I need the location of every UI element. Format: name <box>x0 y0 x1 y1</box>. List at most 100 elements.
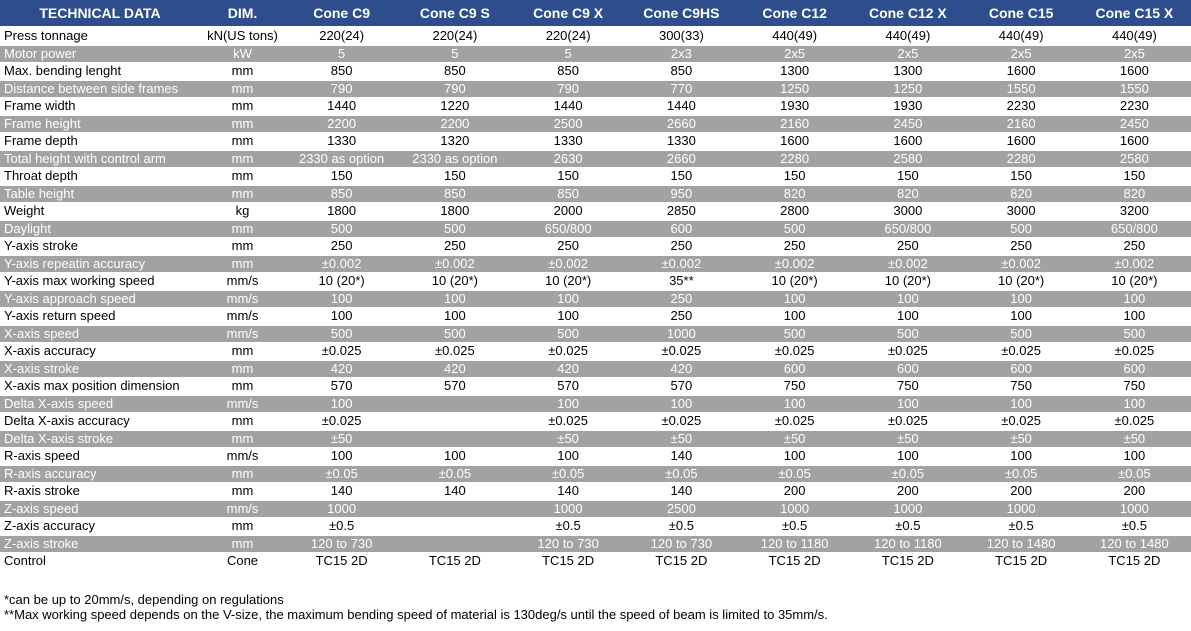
value-cell: 600 <box>1077 360 1191 378</box>
value-cell: 120 to 1180 <box>851 535 965 553</box>
footnotes: *can be up to 20mm/s, depending on regul… <box>4 592 1191 623</box>
value-cell: 1550 <box>1077 80 1191 98</box>
row-label: X-axis speed <box>0 325 200 343</box>
value-cell: 1300 <box>738 62 852 81</box>
value-cell: 570 <box>624 377 738 396</box>
value-cell: 2230 <box>1077 97 1191 116</box>
value-cell: 140 <box>285 482 399 501</box>
value-cell: 100 <box>851 447 965 466</box>
value-cell: 790 <box>285 80 399 98</box>
value-cell: 120 to 1480 <box>964 535 1078 553</box>
value-cell: ±0.025 <box>511 342 625 361</box>
value-cell: 600 <box>738 360 852 378</box>
table-row: Frame height mm 2200 2200 2500 2660 2160 2450 21… <box>0 115 1191 133</box>
dim-cell: mm <box>200 132 285 151</box>
value-cell: 500 <box>285 325 399 343</box>
value-cell: 100 <box>511 395 625 413</box>
table-row: Distance between side frames mm 790 790 790 7… <box>0 80 1191 98</box>
value-cell <box>398 412 512 431</box>
value-cell: 500 <box>398 325 512 343</box>
value-cell: ±0.002 <box>624 255 738 273</box>
value-cell: TC15 2D <box>738 552 852 571</box>
row-label: X-axis max position dimension <box>0 377 200 396</box>
row-label: Z-axis accuracy <box>0 517 200 536</box>
value-cell: 3000 <box>851 202 965 221</box>
dim-cell: mm/s <box>200 325 285 343</box>
value-cell: 2330 as option <box>285 150 399 168</box>
dim-cell: mm <box>200 185 285 203</box>
value-cell: TC15 2D <box>398 552 512 571</box>
value-cell: 500 <box>511 325 625 343</box>
value-cell: 250 <box>398 237 512 256</box>
row-label: Frame width <box>0 97 200 116</box>
value-cell: ±0.5 <box>511 517 625 536</box>
value-cell: ±0.05 <box>624 465 738 483</box>
column-header-4: Cone C9 X <box>511 0 625 28</box>
value-cell: ±50 <box>511 430 625 448</box>
value-cell: 600 <box>964 360 1078 378</box>
table-row: X-axis accuracy mm ±0.025 ±0.025 ±0.025 ±0.02… <box>0 342 1191 361</box>
column-header-8: Cone C15 <box>964 0 1078 28</box>
value-cell: 650/800 <box>511 220 625 238</box>
dim-cell: mm <box>200 115 285 133</box>
value-cell: 600 <box>624 220 738 238</box>
table-row: Weight kg 1800 1800 2000 2850 2800 3000 3000 3200 <box>0 202 1191 221</box>
table-row: Delta X-axis stroke mm ±50 ±50 ±50 ±50 ±50 ±50 ±… <box>0 430 1191 448</box>
value-cell <box>398 430 512 448</box>
value-cell: 150 <box>398 167 512 186</box>
value-cell: 1000 <box>285 500 399 518</box>
value-cell: ±0.025 <box>738 342 852 361</box>
value-cell: ±0.025 <box>285 412 399 431</box>
dim-cell: mm <box>200 430 285 448</box>
value-cell: ±0.05 <box>285 465 399 483</box>
value-cell: 10 (20*) <box>738 272 852 291</box>
value-cell: 1930 <box>851 97 965 116</box>
value-cell: 850 <box>511 185 625 203</box>
value-cell: 420 <box>398 360 512 378</box>
table-row: X-axis max position dimension mm 570 570 570… <box>0 377 1191 396</box>
dim-cell: mm/s <box>200 272 285 291</box>
value-cell: 120 to 1180 <box>738 535 852 553</box>
value-cell: ±0.025 <box>624 412 738 431</box>
value-cell: 440(49) <box>1077 27 1191 46</box>
dim-cell: mm/s <box>200 290 285 308</box>
value-cell: ±0.025 <box>1077 342 1191 361</box>
value-cell: 140 <box>511 482 625 501</box>
value-cell: ±50 <box>851 430 965 448</box>
value-cell: 100 <box>285 395 399 413</box>
dim-cell: kW <box>200 45 285 63</box>
value-cell: 500 <box>964 220 1078 238</box>
value-cell: ±0.002 <box>738 255 852 273</box>
value-cell: 2660 <box>624 115 738 133</box>
value-cell: 100 <box>398 307 512 326</box>
value-cell: 100 <box>398 290 512 308</box>
value-cell: TC15 2D <box>1077 552 1191 571</box>
row-label: Press tonnage <box>0 27 200 46</box>
value-cell: 600 <box>851 360 965 378</box>
value-cell: 420 <box>511 360 625 378</box>
table-row: Table height mm 850 850 850 950 820 820 820 820 <box>0 185 1191 203</box>
table-row: Throat depth mm 150 150 150 150 150 150 150 150 <box>0 167 1191 186</box>
value-cell: TC15 2D <box>285 552 399 571</box>
value-cell: 1250 <box>851 80 965 98</box>
dim-cell: mm <box>200 167 285 186</box>
dim-cell: mm <box>200 377 285 396</box>
table-row: Daylight mm 500 500 650/800 600 500 650/800 500 6… <box>0 220 1191 238</box>
row-label: Y-axis stroke <box>0 237 200 256</box>
value-cell: 250 <box>1077 237 1191 256</box>
footnote-2: **Max working speed depends on the V-siz… <box>4 607 828 622</box>
dim-cell: mm <box>200 482 285 501</box>
value-cell: ±0.025 <box>398 342 512 361</box>
value-cell: 2850 <box>624 202 738 221</box>
value-cell: 1330 <box>511 132 625 151</box>
value-cell: 500 <box>738 220 852 238</box>
dim-cell: mm <box>200 97 285 116</box>
value-cell: 150 <box>964 167 1078 186</box>
table-row: Delta X-axis accuracy mm ±0.025 ±0.025 ±0.02… <box>0 412 1191 431</box>
value-cell: 150 <box>1077 167 1191 186</box>
row-label: Y-axis return speed <box>0 307 200 326</box>
table-row: Delta X-axis speed mm/s 100 100 100 100 100 100… <box>0 395 1191 413</box>
value-cell: ±0.002 <box>511 255 625 273</box>
value-cell: 250 <box>624 237 738 256</box>
value-cell: 120 to 730 <box>624 535 738 553</box>
